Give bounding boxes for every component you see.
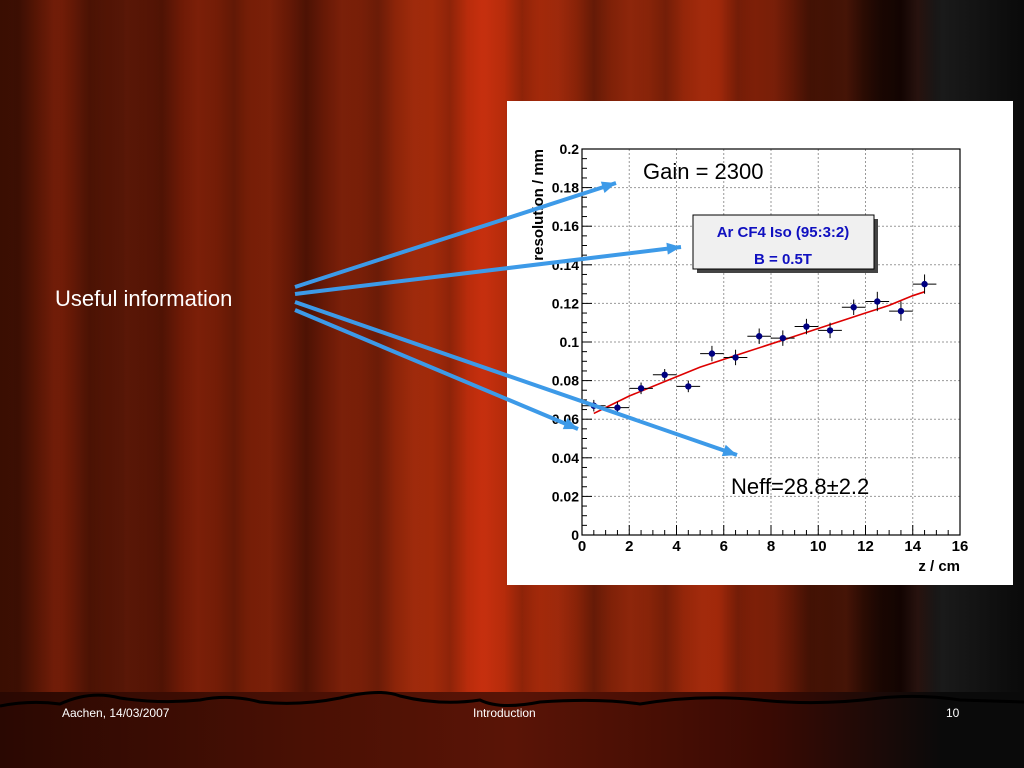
y-tick-label: 0: [571, 527, 579, 543]
data-point-group: [818, 322, 842, 339]
x-tick-label: 12: [857, 538, 874, 555]
footer-wavy-edge: [0, 691, 1024, 708]
y-axis-label: resolution / mm: [530, 149, 547, 261]
y-tick-label: 0.16: [552, 218, 579, 234]
x-tick-label: 10: [810, 538, 827, 555]
data-point-group: [747, 328, 771, 344]
data-point: [614, 404, 621, 411]
y-tick-label: 0.1: [560, 334, 580, 350]
data-point: [850, 304, 857, 311]
data-point-group: [771, 330, 795, 346]
data-point-group: [865, 291, 890, 312]
y-tick-label: 0.2: [560, 141, 580, 157]
data-point: [897, 307, 905, 315]
useful-information-label: Useful information: [55, 286, 233, 311]
data-point: [661, 371, 668, 379]
data-point-group: [889, 301, 913, 321]
data-point-group: [794, 318, 819, 335]
legend-box: [692, 214, 875, 270]
data-point-group: [629, 382, 653, 395]
y-tick-label: 0.06: [552, 411, 579, 427]
y-tick-label: 0.14: [552, 257, 579, 273]
y-tick-label: 0.12: [552, 295, 579, 311]
data-point-group: [700, 345, 724, 362]
legend-line-2: B = 0.5T: [754, 251, 812, 268]
data-point: [685, 383, 692, 390]
data-point: [637, 385, 645, 392]
y-tick-label: 0.04: [552, 450, 579, 466]
x-tick-label: 14: [904, 538, 921, 555]
data-point: [708, 350, 716, 357]
x-tick-label: 4: [672, 538, 681, 555]
plot-panel: 0 2 4 6 8 10 12 14 16 0 0.02 0.04 0.06 0.08 0.1 0.12 0.1…: [507, 101, 1013, 585]
legend-line-1: Ar CF4 Iso (95:3:2): [717, 224, 850, 241]
page-number: 10: [946, 706, 960, 720]
x-axis-label: z / cm: [918, 558, 960, 575]
data-point-group: [676, 380, 701, 393]
y-tick-label: 0.18: [552, 180, 579, 196]
x-tick-label: 8: [767, 538, 775, 555]
data-point: [732, 354, 739, 361]
data-point: [779, 334, 787, 342]
y-tick-label: 0.08: [552, 373, 579, 389]
data-point: [755, 333, 763, 340]
data-point-group: [605, 401, 630, 414]
fit-line: [593, 291, 925, 415]
x-tick-label: 0: [578, 538, 586, 555]
resolution-chart: 0 2 4 6 8 10 12 14 16 0 0.02 0.04 0.06 0.08 0.1 0.12 0.1…: [530, 141, 969, 575]
data-point: [874, 298, 881, 305]
data-point-group: [841, 299, 866, 315]
footer-title: Introduction: [473, 706, 536, 720]
data-point: [803, 323, 810, 330]
data-point-group: [912, 274, 937, 294]
data-point: [921, 280, 928, 288]
data-point: [826, 327, 834, 334]
data-point: [590, 402, 598, 409]
x-tick-label: 16: [952, 538, 969, 555]
footer-date: Aachen, 14/03/2007: [62, 706, 170, 720]
x-tick-label: 6: [720, 538, 728, 555]
y-tick-label: 0.02: [552, 488, 579, 504]
gain-annotation: Gain = 2300: [643, 159, 763, 184]
neff-annotation: Neff=28.8±2.2: [731, 474, 869, 499]
x-tick-label: 2: [625, 538, 633, 555]
